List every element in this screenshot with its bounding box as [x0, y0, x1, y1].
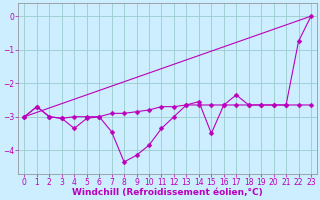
X-axis label: Windchill (Refroidissement éolien,°C): Windchill (Refroidissement éolien,°C): [72, 188, 263, 197]
